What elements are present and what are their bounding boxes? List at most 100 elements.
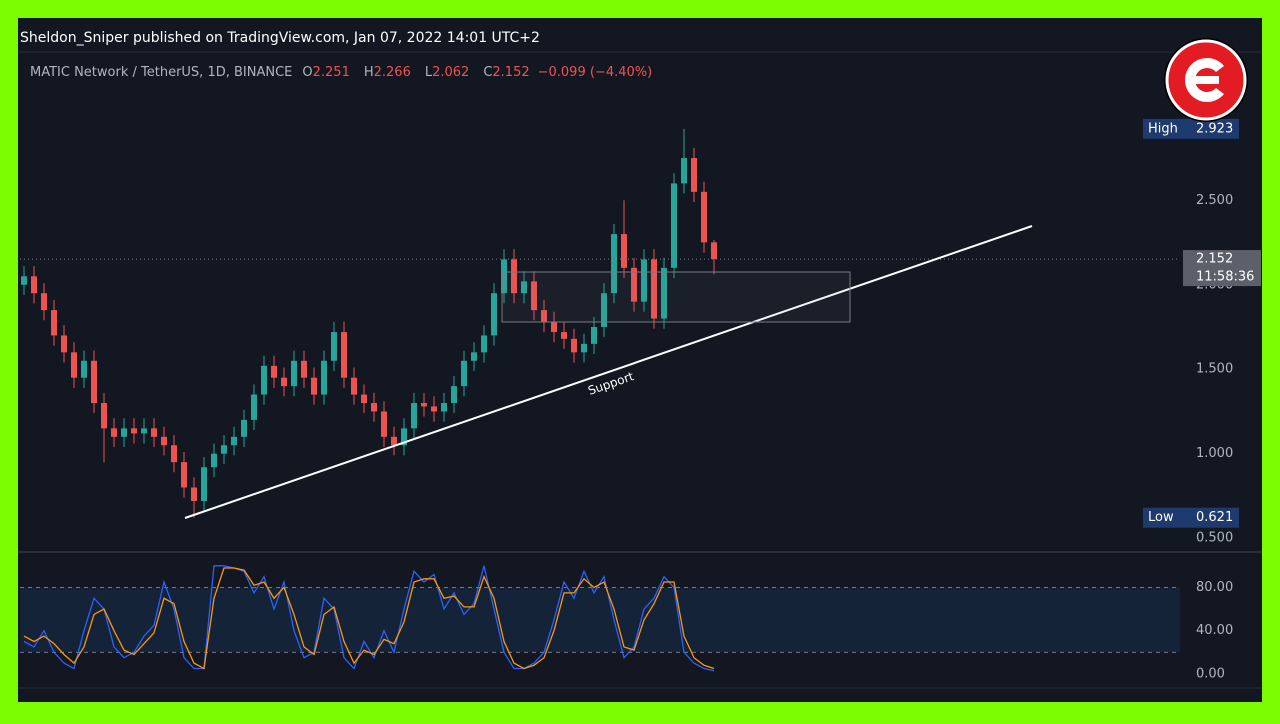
candle-body [411, 403, 417, 429]
ohlc-letter: H [364, 65, 374, 80]
candle-body [211, 453, 217, 468]
candle-body [651, 259, 657, 319]
symbol-legend: MATIC Network / TetherUS, 1D, BINANCE O2.… [30, 65, 652, 80]
high-tag: High [1148, 121, 1178, 136]
ohlc-value: 2.152 [492, 65, 529, 80]
candle-body [511, 259, 517, 294]
y-tick-label: 1.500 [1196, 362, 1233, 377]
candle-body [51, 310, 57, 336]
symbol-line: MATIC Network / TetherUS, 1D, BINANCE O2.… [30, 65, 652, 80]
candle-body [611, 234, 617, 294]
y-tick-label: 0.500 [1196, 531, 1233, 546]
candle-body [121, 428, 127, 437]
y-tick-label: 80.00 [1196, 580, 1233, 595]
candle-body [181, 462, 187, 488]
candle-body [251, 394, 257, 420]
candle-body [621, 234, 627, 268]
candle-body [491, 293, 497, 336]
panel [18, 18, 1262, 702]
candle-body [421, 403, 427, 407]
high-box [1143, 118, 1239, 139]
candle-body [581, 343, 587, 353]
candle-body [261, 365, 267, 395]
candle-body [21, 276, 27, 285]
countdown: 11:58:36 [1196, 270, 1254, 285]
candle-body [401, 428, 407, 446]
y-tick-label: 40.00 [1196, 623, 1233, 638]
candle-body [31, 276, 37, 294]
last-price-box [1183, 250, 1261, 287]
candle-body [481, 335, 487, 353]
candle-body [521, 281, 527, 294]
candle-body [561, 332, 567, 339]
ohlc-letter: O [302, 65, 312, 80]
candle-body [341, 332, 347, 378]
candle-body [151, 428, 157, 437]
plot [20, 128, 1180, 672]
candle-body [101, 403, 107, 429]
candle-body [71, 352, 77, 378]
candle-body [351, 377, 357, 395]
candle-body [701, 191, 707, 243]
candle-body [61, 335, 67, 353]
high-value: 2.923 [1196, 121, 1233, 136]
candle-body [311, 377, 317, 395]
candle-body [201, 467, 207, 502]
ohlc-value: 2.062 [432, 65, 469, 80]
candle-body [641, 259, 647, 302]
candle-body [91, 360, 97, 404]
candle-body [551, 321, 557, 333]
price-axis: 0.5001.0001.5002.0002.5002.15211:58:36Hi… [1143, 118, 1261, 681]
stoch-line [23, 567, 715, 670]
candle-body [541, 310, 547, 322]
candle-body [431, 406, 437, 412]
ohlc-value: 2.251 [313, 65, 350, 80]
candle-body [301, 360, 307, 378]
candle-body [161, 436, 167, 446]
candle-body [141, 428, 147, 434]
ohlc-letter: L [425, 65, 433, 80]
candle-body [571, 338, 577, 353]
candle-body [601, 293, 607, 327]
ohlc-letter: C [483, 65, 492, 80]
y-tick-label: 1.000 [1196, 446, 1233, 461]
candle-body [81, 360, 87, 378]
header-bar [18, 18, 1262, 52]
candle-body [391, 436, 397, 446]
candle-body [171, 445, 177, 463]
candle-body [461, 360, 467, 387]
candle-body [711, 242, 717, 260]
candle-body [681, 158, 687, 184]
candle-body [271, 365, 277, 378]
candle-body [111, 428, 117, 437]
low-value: 0.621 [1196, 510, 1233, 525]
candle-body [631, 267, 637, 302]
candle-body [241, 419, 247, 437]
symbol: MATIC Network / TetherUS, 1D, BINANCE [30, 65, 292, 80]
candle-body [221, 445, 227, 454]
candle-body [191, 487, 197, 502]
zone-box [501, 271, 851, 323]
stoch-band [20, 587, 1180, 653]
last-price-label: 2.152 [1196, 252, 1233, 267]
ohlc-value: 2.266 [374, 65, 411, 80]
candle-body [321, 360, 327, 395]
candle-body [691, 158, 697, 192]
candle-body [471, 352, 477, 361]
candle-body [591, 326, 597, 344]
change: −0.099 (−4.40%) [538, 65, 653, 80]
candle-body [661, 267, 667, 319]
candle-body [231, 436, 237, 446]
candle-body [441, 403, 447, 412]
candle-body [131, 428, 137, 434]
candle-body [291, 360, 297, 387]
candle-body [531, 281, 537, 311]
support-line [184, 225, 1033, 519]
candle-body [361, 394, 367, 404]
logo [1164, 38, 1248, 122]
candle-body [381, 411, 387, 437]
candle-body [501, 259, 507, 294]
y-tick-label: 0.00 [1196, 666, 1225, 681]
